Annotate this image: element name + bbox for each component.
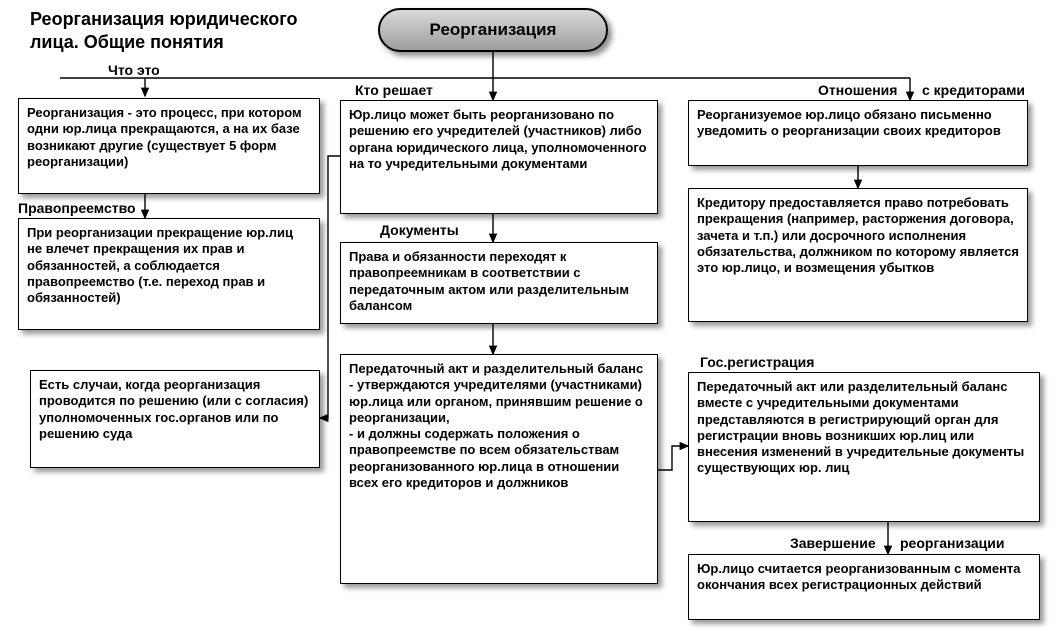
label-docs: Документы <box>380 222 459 238</box>
label-who: Кто решает <box>355 82 433 98</box>
box-creditor-rights: Кредитору предоставляется право потребов… <box>688 188 1028 322</box>
root-node-label: Реорганизация <box>430 20 557 40</box>
root-node: Реорганизация <box>378 8 608 52</box>
label-registration: Гос.регистрация <box>700 354 814 370</box>
box-cases: Есть случаи, когда реорганизация проводи… <box>30 370 320 468</box>
box-act-balance: Передаточный акт и разделительный баланс… <box>340 354 658 584</box>
box-completion: Юр.лицо считается реорганизованным с мом… <box>688 554 1040 620</box>
label-relations-a: Отношения <box>818 82 897 98</box>
label-relations-b: с кредиторами <box>922 82 1025 98</box>
label-succession: Правопреемство <box>18 200 136 216</box>
box-registration: Передаточный акт или разделительный бала… <box>688 372 1040 522</box>
box-notify-creditors: Реорганизуемое юр.лицо обязано письменно… <box>688 100 1028 166</box>
box-what-is: Реорганизация - это процесс, при котором… <box>18 98 320 194</box>
diagram-canvas: Реорганизация юридического лица. Общие п… <box>0 0 1058 638</box>
label-what: Что это <box>108 62 160 78</box>
label-finish-b: реорганизации <box>900 535 1005 551</box>
box-who-decides: Юр.лицо может быть реорганизовано по реш… <box>340 100 658 214</box>
box-succession: При реорганизации прекращение юр.лиц не … <box>18 218 320 330</box>
page-title: Реорганизация юридического лица. Общие п… <box>30 8 350 53</box>
label-finish-a: Завершение <box>790 535 876 551</box>
box-documents: Права и обязанности переходят к правопре… <box>340 242 658 324</box>
